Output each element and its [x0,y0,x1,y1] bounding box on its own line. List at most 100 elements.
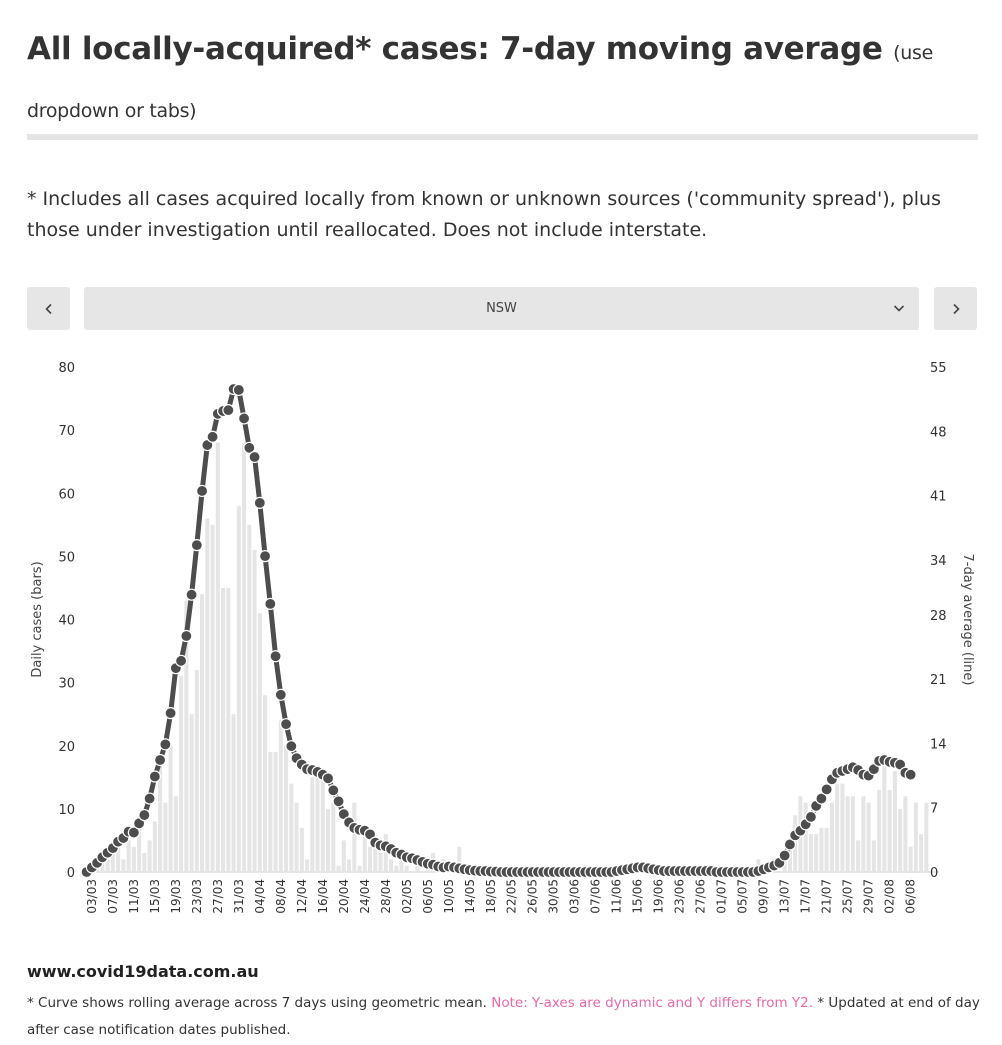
footnote-text-c: * Updated at end of day after case notif… [27,995,980,1038]
moving-average-point [269,650,282,663]
moving-average-point [127,826,140,839]
daily-case-bar [362,834,367,872]
daily-case-bar [871,840,876,872]
daily-case-bar [819,827,824,872]
daily-case-bar [892,771,897,872]
daily-case-bar [142,853,147,872]
chevron-left-icon [44,303,52,314]
chart-header: All locally-acquired* cases: 7-day movin… [27,22,977,138]
moving-average-point [815,792,828,805]
daily-case-bar [924,802,929,872]
previous-region-button[interactable] [27,287,70,330]
daily-case-bar [310,777,315,872]
y2-tick-label: 48 [930,425,947,440]
footnote-text-a: * Curve shows rolling average across 7 d… [27,995,487,1011]
x-tick-label: 06/05 [421,879,435,914]
x-tick-label: 31/03 [232,879,246,914]
daily-case-bar [808,834,813,872]
daily-case-bar [320,771,325,872]
x-tick-label: 20/04 [337,879,351,914]
daily-case-bar [284,745,289,872]
daily-case-bar [137,827,142,872]
daily-case-bar [840,783,845,872]
moving-average-line [84,386,912,875]
x-tick-label: 13/07 [778,879,792,914]
x-tick-label: 06/08 [904,879,918,914]
daily-case-bar [252,550,257,872]
daily-case-bar [163,802,168,872]
daily-case-bar [158,764,163,872]
x-tick-label: 02/08 [883,879,897,914]
daily-case-bar [121,859,126,872]
moving-average-point [148,770,161,783]
daily-case-bar [357,865,362,872]
daily-case-bar [908,846,913,872]
y2-axis-title: 7-day average (line) [960,554,975,686]
daily-case-bar [856,840,861,872]
x-tick-label: 22/05 [505,879,519,914]
moving-average-point [253,496,266,509]
daily-case-bar [352,802,357,872]
y2-tick-label: 28 [930,609,947,624]
daily-case-bar [126,840,131,872]
daily-case-bar [383,834,388,872]
y-tick-label: 70 [58,424,75,439]
y-tick-label: 60 [58,487,75,502]
x-tick-label: 15/06 [631,879,645,914]
x-tick-label: 01/07 [715,879,729,914]
y2-tick-label: 21 [930,673,947,688]
daily-case-bar [263,695,268,872]
daily-case-bar [404,865,409,872]
daily-case-bar [861,796,866,872]
x-tick-label: 23/06 [673,879,687,914]
x-tick-label: 07/03 [106,879,120,914]
daily-case-bar [168,745,173,872]
x-tick-label: 15/03 [148,879,162,914]
x-tick-label: 11/06 [610,879,624,914]
daily-case-bar [299,827,304,872]
x-tick-label: 09/07 [757,879,771,914]
x-tick-label: 10/05 [442,879,456,914]
daily-case-bar [221,587,226,872]
y2-tick-label: 7 [930,802,938,817]
x-tick-label: 19/03 [169,879,183,914]
daily-case-bar [200,594,205,872]
x-tick-label: 02/05 [400,879,414,914]
daily-case-bar [457,846,462,872]
next-region-button[interactable] [934,287,977,330]
cases-chart: 0 10 20 30 40 50 60 70 80 0 7 14 21 28 34 41 48 55 Daily c… [30,361,975,914]
chevron-right-icon [952,303,960,314]
moving-average-point [264,597,277,610]
daily-case-bar [147,840,152,872]
daily-case-bar [378,853,383,872]
daily-case-bar [315,777,320,872]
y-tick-label: 10 [58,803,75,818]
y2-tick-label: 55 [930,361,947,376]
x-tick-label: 19/06 [652,879,666,914]
moving-average-point [195,484,209,498]
daily-case-bar [179,676,184,872]
x-tick-label: 17/07 [799,879,813,914]
footnote-warning: Note: Y-axes are dynamic and Y differs f… [491,995,814,1011]
region-dropdown[interactable]: NSW [84,287,919,330]
title-divider [27,134,978,140]
daily-case-bar [242,442,247,872]
daily-case-bar [389,859,394,872]
site-url: www.covid19data.com.au [27,962,259,981]
y2-tick-label: 0 [930,866,938,881]
page-title: All locally-acquired* cases: 7-day movin… [27,22,977,138]
moving-average-point [778,849,791,862]
daily-case-bar [368,846,373,872]
daily-case-bar [105,859,110,872]
x-tick-label: 30/05 [547,879,561,914]
page-title-hint: (use dropdown or tabs) [27,42,933,122]
daily-case-bar [803,802,808,872]
daily-case-bar [399,859,404,872]
moving-average-point [190,539,203,552]
moving-average-point [274,688,287,701]
moving-average-point [174,654,188,667]
y-tick-label: 50 [58,550,75,565]
daily-case-bar [173,796,178,872]
moving-average-point [164,707,177,720]
moving-average-point [248,450,261,464]
